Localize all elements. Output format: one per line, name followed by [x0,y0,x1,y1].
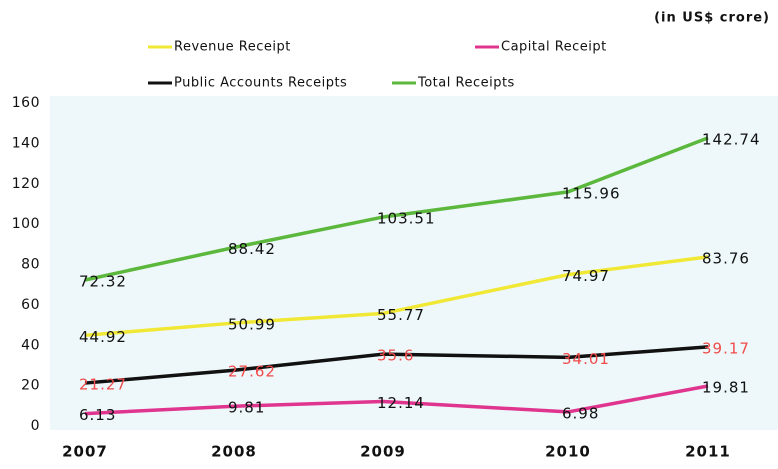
y-tick-label: 100 [12,216,40,232]
series-line [84,345,709,385]
series-line [84,136,709,282]
data-label: 6.13 [79,406,116,424]
data-label: 115.96 [562,184,621,202]
data-label: 103.51 [377,210,436,228]
data-label: 72.32 [79,273,127,291]
y-tick-label: 60 [21,297,40,313]
data-label: 83.76 [702,249,750,267]
y-tick-label: 120 [12,176,40,192]
x-tick-label: 2009 [360,443,406,461]
legend-label: Public Accounts Receipts [174,76,347,91]
y-tick-label: 20 [21,378,40,394]
data-label: 19.81 [702,379,750,397]
series-line [84,255,709,338]
data-label: 88.42 [228,240,276,258]
y-tick-label: 140 [12,135,40,151]
data-label: 50.99 [228,316,276,334]
legend-label: Revenue Receipt [174,40,291,55]
data-label: 9.81 [228,399,265,417]
data-label: 34.01 [562,350,610,368]
series-line [84,384,709,416]
y-tick-label: 40 [21,337,40,353]
y-tick-label: 160 [12,95,40,111]
legend-label: Capital Receipt [501,40,607,55]
x-tick-label: 2007 [62,443,108,461]
data-label: 21.27 [79,376,127,394]
x-tick-label: 2011 [685,443,731,461]
data-label: 74.97 [562,267,610,285]
y-tick-label: 80 [21,257,40,273]
data-label: 6.98 [562,404,599,422]
x-tick-label: 2010 [545,443,591,461]
data-label: 27.62 [228,363,276,381]
data-label: 39.17 [702,339,750,357]
data-label: 142.74 [702,130,761,148]
data-label: 44.92 [79,328,127,346]
legend-label: Total Receipts [417,76,515,91]
data-label: 12.14 [377,394,425,412]
subtitle: (in US$ crore) [654,11,770,26]
data-label: 55.77 [377,306,425,324]
y-tick-label: 0 [31,418,40,434]
data-label: 35.6 [377,347,414,365]
x-tick-label: 2008 [211,443,257,461]
